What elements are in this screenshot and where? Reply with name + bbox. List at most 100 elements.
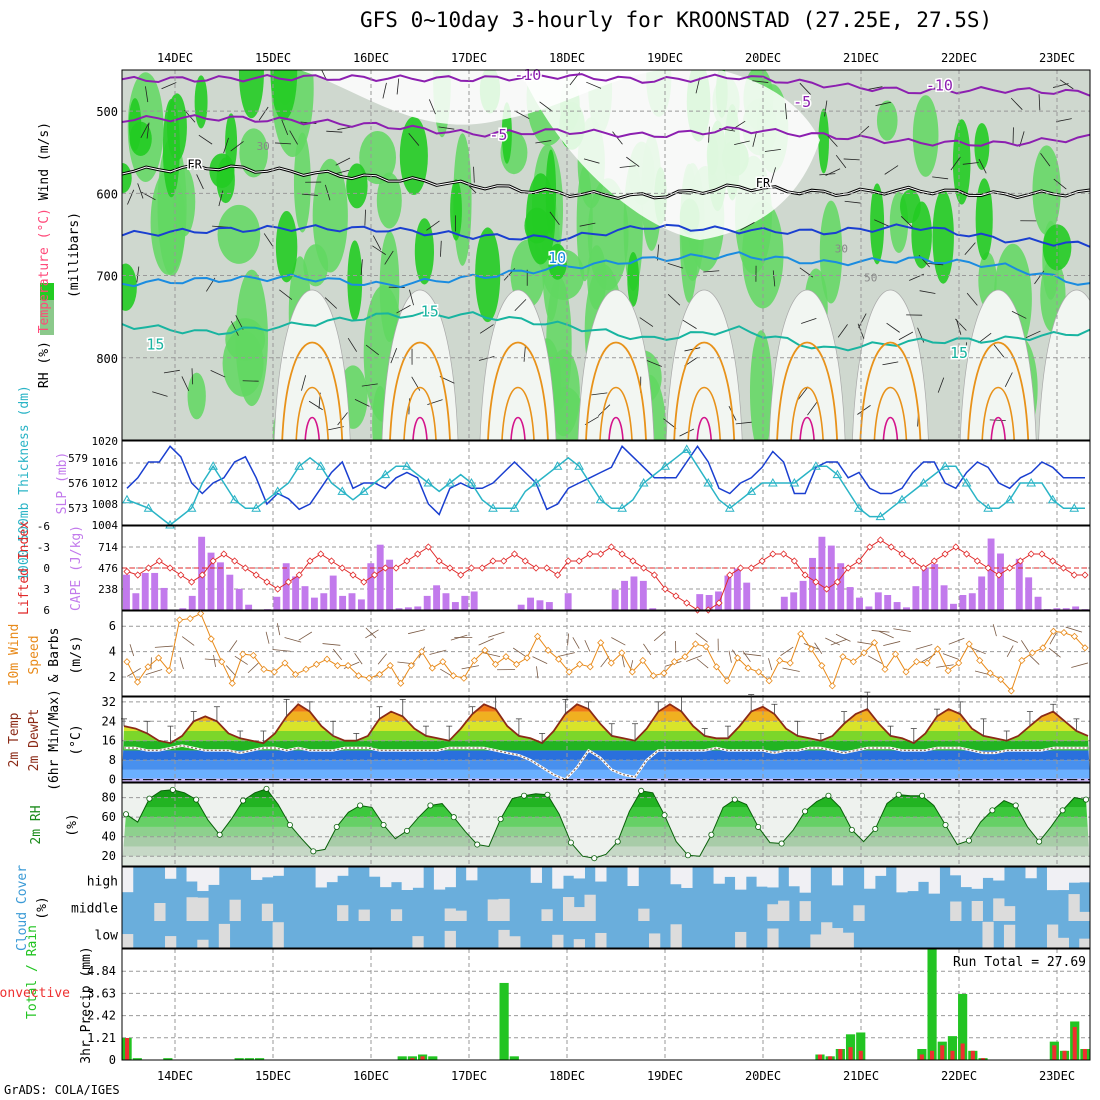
lifted-index-marker — [144, 564, 153, 572]
wind-barb — [837, 324, 848, 338]
wind-barb — [129, 644, 135, 657]
date-label-bottom: 23DEC — [1039, 1069, 1075, 1080]
wind-barb — [1053, 178, 1067, 190]
isotherm-30 — [882, 416, 899, 440]
thickness-marker — [1047, 494, 1058, 504]
wind-speed-marker — [1060, 629, 1068, 637]
lifted-index-marker — [446, 564, 454, 572]
rh-marker — [240, 797, 247, 804]
wind-speed-marker — [207, 635, 215, 643]
wind-barb — [408, 629, 426, 635]
date-label-top: 17DEC — [451, 51, 487, 65]
lifted-index-marker — [241, 564, 249, 572]
cloud-gap — [595, 867, 607, 882]
wind-speed-marker — [365, 674, 373, 682]
lifted-index-marker — [930, 557, 938, 565]
wind-barb — [210, 370, 226, 378]
wind-speed-marker — [270, 668, 278, 676]
cape-bar — [1053, 608, 1061, 610]
cape-bar — [564, 593, 572, 610]
thickness-marker — [122, 494, 132, 504]
cloud-gap — [713, 867, 725, 884]
cloud-gap — [1068, 867, 1080, 883]
wind-barb — [858, 313, 867, 328]
wind-barb — [536, 666, 539, 679]
thickness-marker — [208, 461, 218, 470]
rh-tick-label: 60 — [102, 810, 116, 824]
rh-marker — [427, 802, 434, 809]
lifted-index-marker — [123, 567, 131, 576]
wind-barb — [874, 219, 890, 227]
rh-moist-patch — [819, 200, 843, 304]
cloud-gap — [154, 902, 166, 921]
cloud-gap — [767, 904, 779, 921]
precip-tick-label: 2.42 — [87, 1009, 116, 1023]
wind-barb — [871, 630, 890, 633]
temp-units: (°C) — [69, 724, 84, 755]
cloud-gap — [487, 899, 499, 921]
rh-moist-patch — [912, 95, 939, 177]
wind-speed-marker — [649, 672, 657, 680]
lifted-index-marker — [371, 571, 379, 579]
wind-speed-marker — [891, 650, 900, 658]
wind-speed-marker — [376, 670, 384, 678]
cloud-gap — [552, 867, 564, 889]
dewpoint-ylabel: 2m DewPt — [27, 709, 42, 772]
precip-convective-bar — [919, 1054, 924, 1060]
thickness-marker — [294, 461, 305, 470]
cloud-gap — [165, 936, 177, 948]
cape-bar — [179, 608, 187, 610]
lifted-index-marker — [295, 571, 303, 579]
cape-bar — [1062, 608, 1070, 610]
wind-speed-marker — [239, 650, 247, 658]
lifted-index-marker — [510, 550, 519, 558]
cape-bar — [997, 553, 1004, 610]
rh-marker — [380, 821, 387, 828]
cape-bar — [621, 580, 628, 610]
wind-barb — [230, 141, 244, 152]
rh-marker — [567, 839, 574, 846]
wind-speed-line — [126, 612, 1086, 692]
wind-barb — [826, 134, 838, 147]
wind-tick-label: 6 — [109, 619, 116, 633]
temperature-fill — [122, 704, 1090, 782]
wind-barb — [275, 142, 292, 145]
cloud-gap — [982, 921, 994, 948]
cloud-gap — [444, 908, 456, 921]
lifted-index-marker — [188, 578, 196, 586]
wind-barb — [396, 304, 411, 314]
cloud-gap — [186, 897, 198, 921]
precip-total-bar — [856, 1032, 866, 1060]
rh-marker — [872, 825, 879, 832]
lifted-index-marker — [543, 564, 551, 572]
wind-tick-label: 4 — [109, 645, 116, 659]
wind-speed-marker — [1049, 627, 1057, 635]
rh-moist-patch — [187, 372, 206, 420]
chart-title: GFS 0~10day 3-hourly for KROONSTAD (27.2… — [360, 8, 993, 32]
wind-barb — [532, 656, 548, 665]
lifted-index-tick-label: -3 — [37, 541, 50, 554]
lifted-index-marker — [790, 557, 798, 565]
cloud-gap — [788, 867, 801, 887]
cape-bar — [188, 595, 196, 610]
lifted-index-marker — [973, 557, 981, 565]
wind-speed-marker — [607, 659, 615, 667]
cape-bar — [461, 595, 469, 610]
cape-bar — [226, 574, 234, 610]
rh-saturated-patch — [347, 240, 363, 321]
wind-barb — [567, 633, 569, 646]
cloud-gap — [649, 933, 661, 948]
thickness-marker — [724, 503, 735, 512]
rh-marker — [1036, 838, 1043, 845]
wind-speed-marker — [681, 653, 689, 661]
cloud-gap — [982, 867, 994, 878]
precip-total-bar — [947, 1036, 958, 1060]
wind-speed-marker — [176, 616, 184, 624]
rh-marker — [497, 816, 504, 823]
lifted-index-marker — [607, 543, 615, 551]
cape-bar — [921, 567, 929, 610]
wind-speed-marker — [355, 672, 363, 680]
precip-convective-bar — [858, 1050, 863, 1060]
